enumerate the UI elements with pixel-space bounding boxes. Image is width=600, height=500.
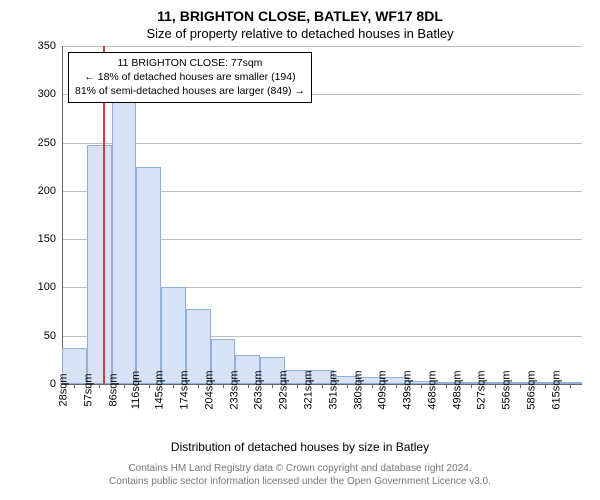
footer-line-1: Contains HM Land Registry data © Crown c…: [0, 462, 600, 475]
y-tick-label: 100: [38, 281, 56, 293]
y-tick-label: 50: [44, 330, 56, 342]
x-tick-label: 586sqm: [525, 370, 537, 409]
x-tick-label: 351sqm: [327, 370, 339, 409]
x-tick-label: 498sqm: [451, 370, 463, 409]
x-tick-label: 116sqm: [129, 371, 141, 409]
x-tick: [173, 384, 174, 388]
plot-area: 05010015020025030035028sqm57sqm86sqm116s…: [62, 46, 582, 384]
x-tick: [347, 384, 348, 388]
x-tick: [545, 384, 546, 388]
histogram-bar: [112, 85, 137, 384]
histogram-bar: [87, 145, 112, 384]
x-tick: [248, 384, 249, 388]
x-tick: [471, 384, 472, 388]
x-tick-label: 292sqm: [278, 370, 290, 409]
x-tick: [570, 384, 571, 388]
x-tick-label: 409sqm: [377, 370, 389, 409]
x-tick: [322, 384, 323, 388]
y-tick-label: 150: [38, 233, 56, 245]
x-tick: [396, 384, 397, 388]
x-tick-label: 57sqm: [83, 373, 95, 406]
x-tick: [297, 384, 298, 388]
x-tick-label: 86sqm: [107, 373, 119, 406]
x-tick-label: 321sqm: [302, 370, 314, 409]
x-tick: [99, 384, 100, 388]
x-tick: [149, 384, 150, 388]
x-tick: [421, 384, 422, 388]
x-tick: [272, 384, 273, 388]
y-gridline: [62, 46, 582, 47]
footer-line-2: Contains public sector information licen…: [0, 475, 600, 488]
annotation-line: ← 18% of detached houses are smaller (19…: [75, 70, 305, 84]
x-tick: [124, 384, 125, 388]
footer-text: Contains HM Land Registry data © Crown c…: [0, 462, 600, 488]
x-tick: [495, 384, 496, 388]
histogram-bar: [136, 167, 161, 384]
annotation-line: 11 BRIGHTON CLOSE: 77sqm: [75, 56, 305, 70]
x-tick-label: 145sqm: [154, 370, 166, 409]
x-tick-label: 263sqm: [253, 370, 265, 409]
x-tick-label: 468sqm: [426, 370, 438, 409]
x-tick-label: 439sqm: [401, 370, 413, 409]
x-tick-label: 233sqm: [228, 370, 240, 409]
x-tick: [223, 384, 224, 388]
x-tick-label: 615sqm: [550, 370, 562, 409]
y-tick-label: 250: [38, 137, 56, 149]
y-tick-label: 0: [50, 378, 56, 390]
y-axis-line: [62, 46, 63, 384]
y-tick-label: 350: [38, 40, 56, 52]
y-tick-label: 200: [38, 185, 56, 197]
x-tick-label: 380sqm: [352, 370, 364, 409]
chart-title: 11, BRIGHTON CLOSE, BATLEY, WF17 8DL: [0, 8, 600, 24]
y-tick-label: 300: [38, 88, 56, 100]
x-tick: [74, 384, 75, 388]
x-tick: [446, 384, 447, 388]
x-tick-label: 556sqm: [501, 370, 513, 409]
x-axis-title: Distribution of detached houses by size …: [0, 440, 600, 454]
x-tick: [520, 384, 521, 388]
y-gridline: [62, 143, 582, 144]
x-tick-label: 527sqm: [476, 370, 488, 409]
chart-subtitle: Size of property relative to detached ho…: [0, 26, 600, 41]
x-tick-label: 174sqm: [179, 370, 191, 409]
x-tick: [198, 384, 199, 388]
chart-container: 11, BRIGHTON CLOSE, BATLEY, WF17 8DL Siz…: [0, 0, 600, 500]
annotation-line: 81% of semi-detached houses are larger (…: [75, 84, 305, 98]
annotation-box: 11 BRIGHTON CLOSE: 77sqm← 18% of detache…: [68, 52, 312, 103]
x-tick: [372, 384, 373, 388]
x-tick-label: 28sqm: [58, 373, 70, 406]
x-tick-label: 204sqm: [203, 370, 215, 409]
